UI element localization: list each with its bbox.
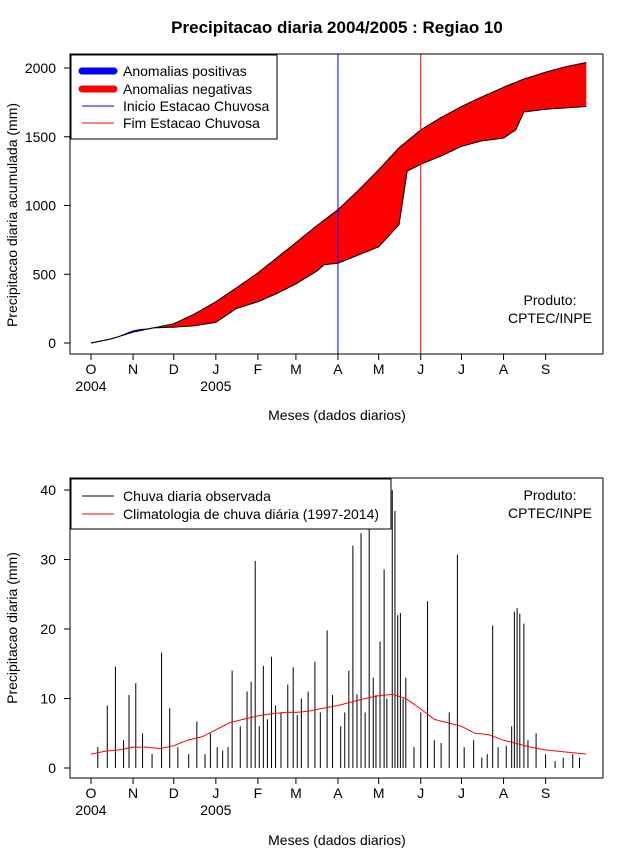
legend-label-observed: Chuva diaria observada	[123, 488, 271, 504]
plot-frame	[69, 477, 604, 779]
y-tick-label: 1500	[25, 129, 56, 145]
legend-label-climatology: Climatologia de chuva diária (1997-2014)	[123, 506, 379, 522]
legend: Anomalias positivas Anomalias negativas …	[70, 54, 278, 140]
y-tick-label: 2000	[25, 60, 56, 76]
x-tick-label: S	[541, 361, 550, 377]
negative-anomaly-area	[91, 62, 587, 343]
x-tick-label: O	[86, 361, 97, 377]
x-tick-label: A	[499, 361, 509, 377]
climatology-series-line	[90, 693, 587, 755]
x-tick-label: A	[333, 785, 343, 801]
x-year-label: 2005	[200, 802, 231, 818]
x-year-label: 2005	[200, 378, 231, 394]
x-tick-label: A	[499, 785, 509, 801]
legend-label-positive: Anomalias positivas	[123, 63, 247, 79]
climatology-line	[90, 693, 587, 755]
x-tick-label: M	[290, 785, 302, 801]
product-source: CPTEC/INPE	[508, 310, 592, 326]
legend-box	[70, 478, 392, 530]
x-tick-label: M	[373, 361, 385, 377]
x-tick-label: J	[212, 785, 219, 801]
x-axis: O N D J F M A M J J A S 2004 2005	[75, 777, 550, 818]
y-axis: 0 10 20 30 40	[40, 482, 71, 776]
legend-label-negative: Anomalias negativas	[123, 81, 252, 97]
x-tick-label: J	[458, 785, 465, 801]
x-tick-label: F	[254, 361, 263, 377]
x-tick-label: O	[86, 785, 97, 801]
y-tick-label: 0	[48, 335, 56, 351]
product-label: Produto:	[524, 487, 577, 503]
y-tick-label: 0	[48, 760, 56, 776]
y-axis-label: Precipitacao diaria acumulada (mm)	[4, 103, 20, 327]
x-tick-label: J	[417, 361, 424, 377]
legend-label-season-start: Inicio Estacao Chuvosa	[123, 98, 270, 114]
product-source: CPTEC/INPE	[508, 505, 592, 521]
x-axis-label: Meses (dados diarios)	[268, 832, 406, 848]
y-tick-label: 40	[40, 482, 56, 498]
y-axis-label: Precipitacao diaria (mm)	[4, 552, 20, 704]
y-tick-label: 20	[40, 621, 56, 637]
product-label: Produto:	[524, 292, 577, 308]
y-tick-label: 500	[33, 266, 57, 282]
x-axis-label: Meses (dados diarios)	[268, 407, 406, 423]
x-tick-label: D	[169, 785, 179, 801]
top-chart: Precipitacao diaria 2004/2005 : Regiao 1…	[4, 18, 604, 423]
x-year-label: 2004	[75, 378, 106, 394]
x-year-label: 2004	[75, 802, 106, 818]
plot-frame	[69, 53, 604, 355]
x-tick-label: M	[373, 785, 385, 801]
legend: Chuva diaria observada Climatologia de c…	[70, 478, 392, 530]
anomaly-area-layer	[90, 62, 587, 344]
climatology-cumulative-line	[90, 62, 587, 344]
bottom-chart: Precipitacao diaria (mm) Meses (dados di…	[4, 477, 604, 848]
x-tick-label: J	[417, 785, 424, 801]
x-tick-label: M	[290, 361, 302, 377]
x-axis: O N D J F M A M J J A S 2004 2005	[75, 353, 550, 394]
x-tick-label: J	[212, 361, 219, 377]
x-tick-label: J	[458, 361, 465, 377]
season-lines	[337, 54, 422, 354]
daily-rain-bars	[97, 490, 581, 768]
y-tick-label: 30	[40, 552, 56, 568]
x-tick-label: N	[128, 785, 138, 801]
observed-cumulative-line	[90, 106, 587, 344]
y-tick-label: 1000	[25, 198, 56, 214]
y-tick-label: 10	[40, 691, 56, 707]
chart-title: Precipitacao diaria 2004/2005 : Regiao 1…	[171, 18, 503, 37]
x-tick-label: D	[169, 361, 179, 377]
y-axis: 0 500 1000 1500 2000	[25, 60, 71, 351]
x-tick-label: N	[128, 361, 138, 377]
legend-label-season-end: Fim Estacao Chuvosa	[123, 115, 260, 131]
x-tick-label: F	[254, 785, 263, 801]
x-tick-label: A	[333, 361, 343, 377]
x-tick-label: S	[541, 785, 550, 801]
